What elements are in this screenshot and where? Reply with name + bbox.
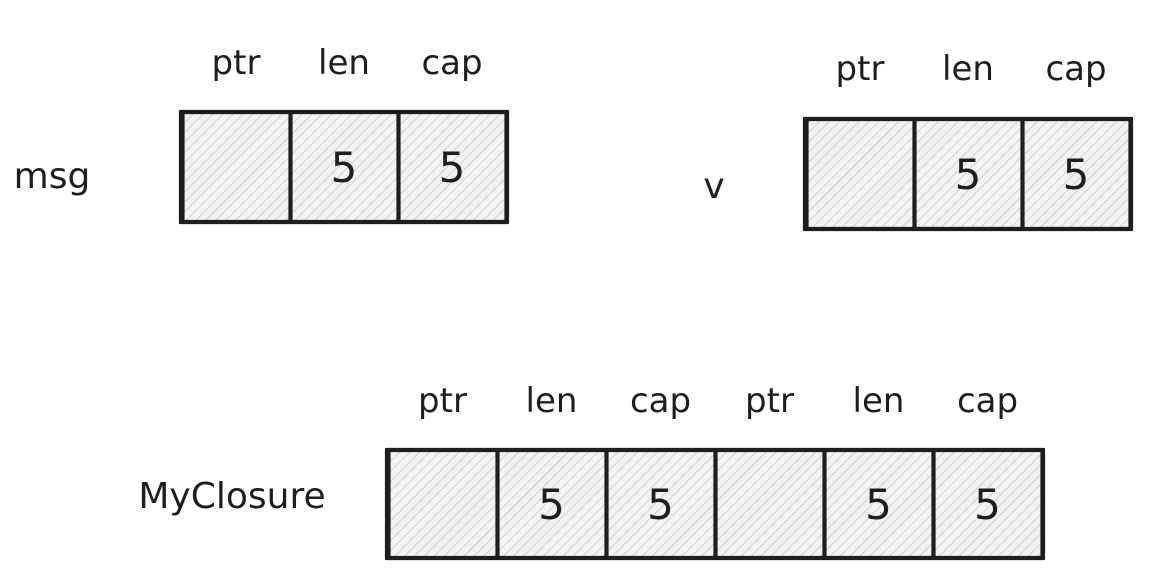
- field-label-len: len: [853, 381, 905, 421]
- field-label-ptr: ptr: [745, 381, 794, 421]
- struct-msg: msg ptr len 5 cap 5: [14, 43, 510, 225]
- struct-frame: [178, 109, 510, 225]
- cell-myclosure-0: ptr: [386, 381, 499, 559]
- struct-myclosure: MyClosure ptr len 5 cap 5 ptr len 5 cap 5: [138, 381, 1046, 561]
- field-label-ptr: ptr: [836, 49, 885, 89]
- cell-v-0: ptr: [804, 49, 916, 230]
- cell-box: [713, 449, 826, 559]
- struct-v: v ptr len 5 cap 5: [703, 49, 1134, 232]
- cell-value: 5: [974, 480, 1001, 529]
- struct-frame: [384, 447, 1046, 561]
- cell-myclosure-5: cap 5: [931, 381, 1044, 559]
- variable-label-msg: msg: [14, 156, 91, 197]
- field-label-cap: cap: [421, 43, 482, 83]
- variable-label-v: v: [703, 166, 724, 207]
- cell-msg-1: len 5: [288, 43, 400, 223]
- cell-box: [180, 111, 292, 223]
- cell-myclosure-1: len 5: [495, 381, 608, 559]
- cell-box: [931, 449, 1044, 559]
- cell-myclosure-2: cap 5: [604, 381, 717, 559]
- field-label-len: len: [526, 381, 578, 421]
- field-label-len: len: [942, 49, 994, 89]
- cell-v-2: cap 5: [1020, 49, 1132, 230]
- cell-box: [804, 118, 916, 230]
- cell-msg-0: ptr: [180, 43, 292, 223]
- cell-box: [912, 118, 1024, 230]
- variable-label-myclosure: MyClosure: [138, 476, 325, 517]
- field-label-cap: cap: [1045, 49, 1106, 89]
- cell-value: 5: [331, 143, 358, 192]
- field-label-ptr: ptr: [418, 381, 467, 421]
- cell-value: 5: [865, 480, 892, 529]
- cell-box: [386, 449, 499, 559]
- cell-value: 5: [439, 143, 466, 192]
- cell-myclosure-3: ptr: [713, 381, 826, 559]
- struct-frame: [802, 116, 1134, 232]
- cell-v-1: len 5: [912, 49, 1024, 230]
- cell-value: 5: [538, 480, 565, 529]
- field-label-ptr: ptr: [212, 43, 261, 83]
- cell-msg-2: cap 5: [396, 43, 508, 223]
- cell-box: [822, 449, 935, 559]
- cell-value: 5: [955, 150, 982, 199]
- cell-myclosure-4: len 5: [822, 381, 935, 559]
- field-label-cap: cap: [630, 381, 691, 421]
- field-label-cap: cap: [957, 381, 1018, 421]
- cell-value: 5: [1063, 150, 1090, 199]
- cell-box: [604, 449, 717, 559]
- cell-value: 5: [647, 480, 674, 529]
- field-label-len: len: [318, 43, 370, 83]
